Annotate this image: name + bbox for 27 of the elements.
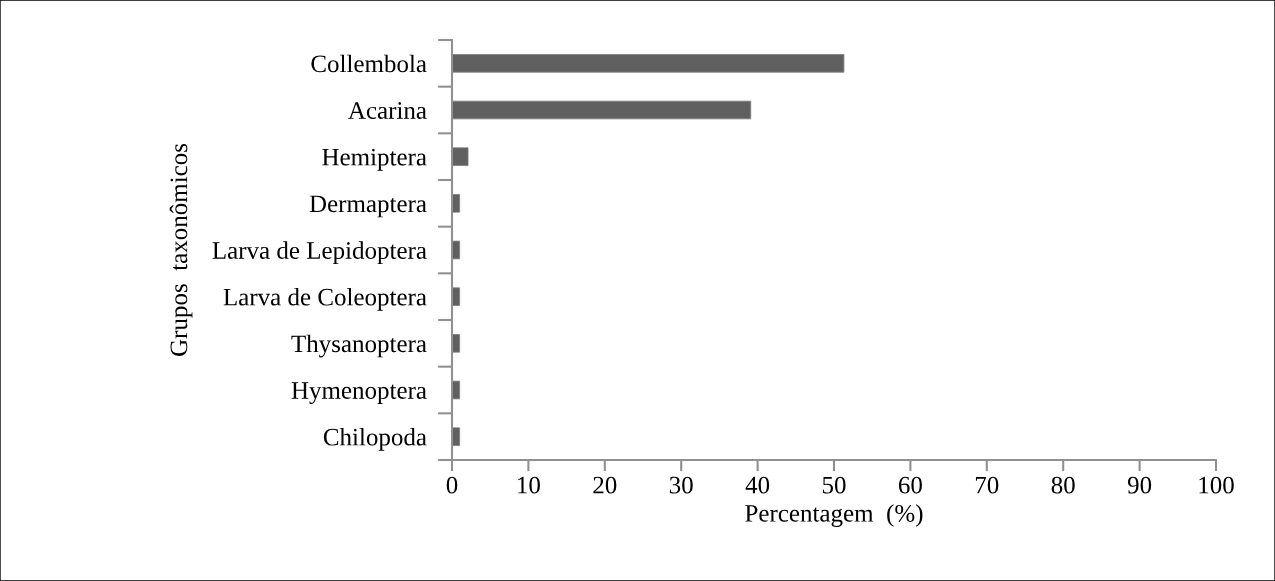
x-tick-label: 50 bbox=[822, 476, 846, 494]
y-tick-label: Hymenoptera bbox=[291, 382, 427, 405]
bar bbox=[452, 240, 461, 260]
x-tick-label: 70 bbox=[975, 476, 999, 494]
bar bbox=[452, 100, 752, 120]
x-tick-label: 10 bbox=[518, 476, 540, 494]
x-tick-label: 100 bbox=[1199, 476, 1234, 494]
x-tick-label: 80 bbox=[1051, 476, 1075, 494]
bar bbox=[452, 54, 845, 73]
bar bbox=[452, 380, 461, 400]
x-tick-label: 40 bbox=[745, 476, 770, 494]
bar bbox=[452, 147, 469, 166]
x-tick-label: 30 bbox=[669, 476, 693, 494]
y-tick-label: Dermaptera bbox=[309, 195, 427, 218]
x-tick-label: 20 bbox=[593, 476, 617, 494]
x-tick-label: 60 bbox=[898, 476, 922, 494]
y-tick-label: Hemiptera bbox=[322, 148, 427, 171]
y-tick-label: Acarina bbox=[348, 102, 427, 119]
y-tick-label: Larva de Lepidoptera bbox=[212, 241, 427, 264]
y-tick-label: Collembola bbox=[311, 54, 427, 73]
x-axis-title: Percentagem (%) bbox=[745, 504, 923, 527]
y-tick-label: Chilopoda bbox=[323, 427, 427, 451]
x-tick-label: 0 bbox=[446, 476, 458, 494]
y-axis-title: Grupos taxonômicos bbox=[169, 143, 193, 356]
x-tick-label: 90 bbox=[1127, 476, 1152, 494]
y-tick-label: Larva de Coleoptera bbox=[223, 287, 427, 311]
y-tick-label: Thysanoptera bbox=[291, 334, 427, 358]
